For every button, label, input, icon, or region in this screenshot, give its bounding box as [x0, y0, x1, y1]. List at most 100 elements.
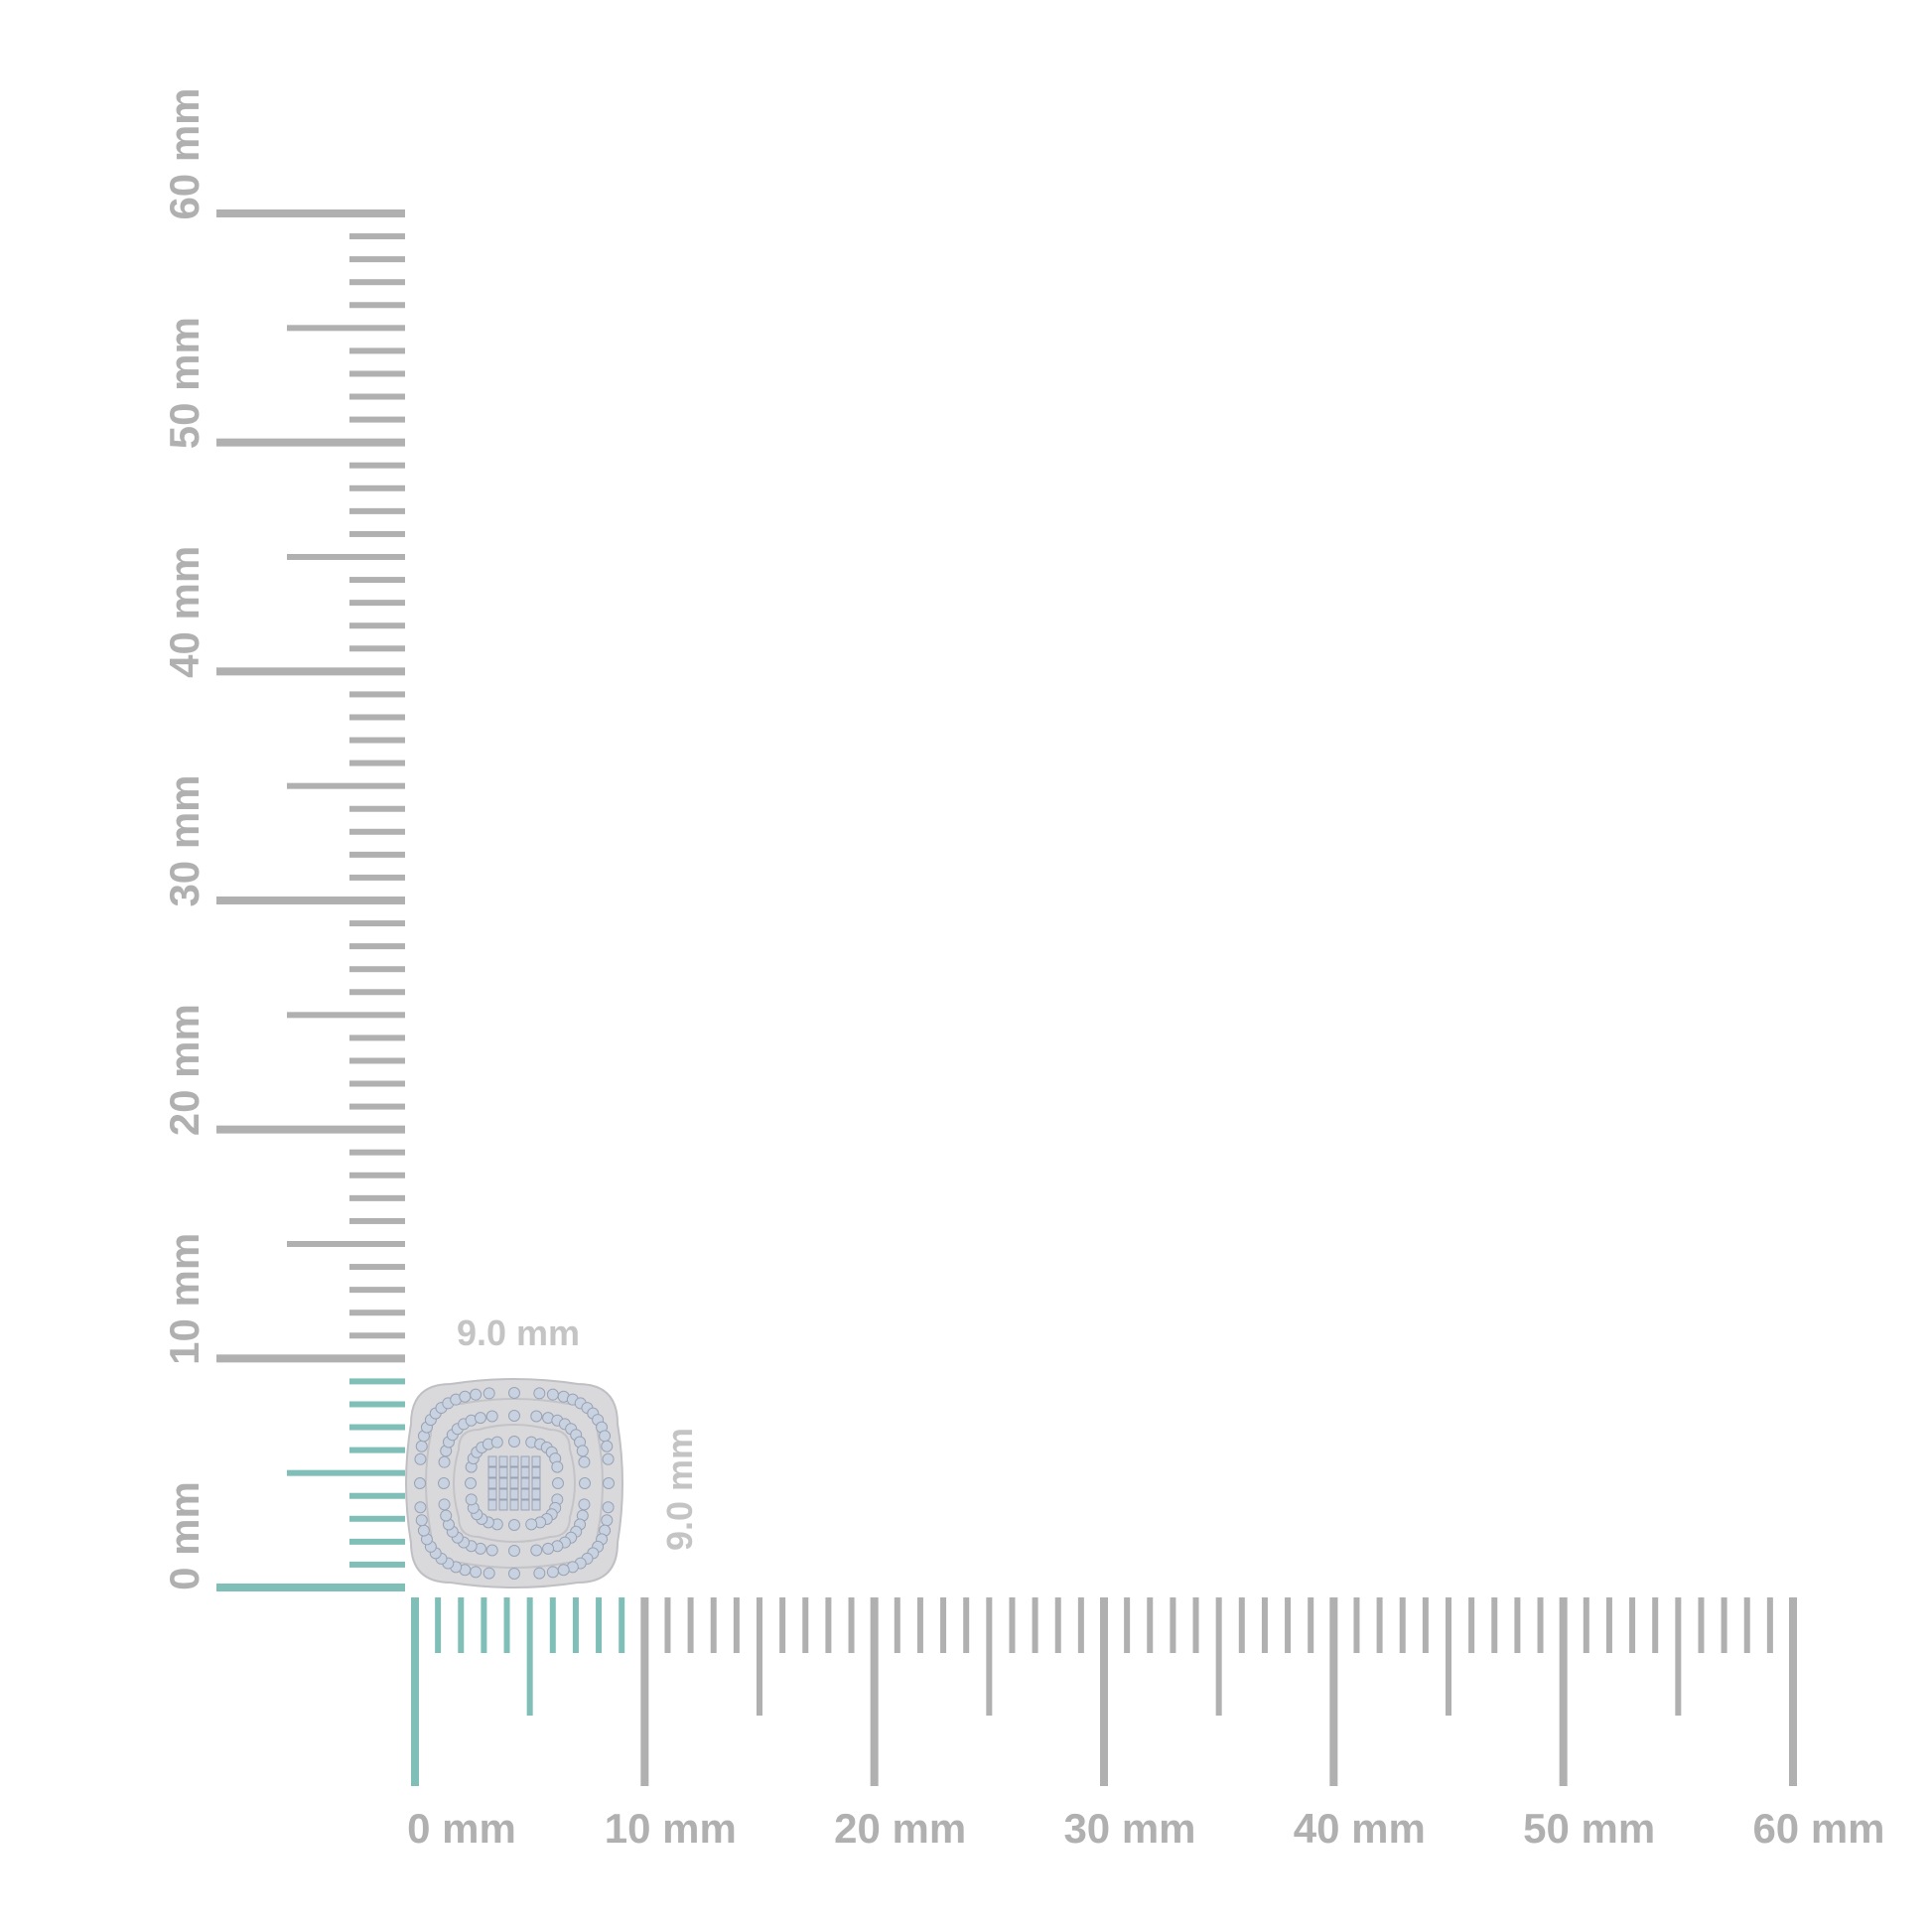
minor-tick — [349, 484, 405, 491]
vertical-ruler-labels: 0 mm 10 mm 20 mm 30 mm 40 mm 50 mm 60 mm — [161, 87, 207, 1589]
minor-tick — [1147, 1597, 1154, 1653]
center-stone — [531, 1466, 541, 1478]
minor-tick — [940, 1597, 947, 1653]
vertical-tick-label: 50 mm — [161, 317, 207, 449]
minor-tick — [349, 966, 405, 973]
minor-tick — [1054, 1597, 1061, 1653]
minor-tick — [1605, 1597, 1612, 1653]
horizontal-tick-label: 20 mm — [834, 1805, 966, 1852]
vertical-tick-label: 10 mm — [161, 1233, 207, 1365]
mid-tick — [287, 1012, 405, 1019]
minor-tick — [1491, 1597, 1498, 1653]
mid-tick — [1215, 1597, 1222, 1716]
diamond-stone — [438, 1455, 451, 1468]
major-tick — [216, 667, 405, 676]
diamond-stone — [414, 1477, 426, 1489]
minor-tick — [349, 1080, 405, 1087]
minor-tick — [349, 1492, 405, 1499]
minor-tick — [1629, 1597, 1636, 1653]
minor-tick — [349, 874, 405, 881]
diamond-stone — [483, 1567, 495, 1580]
minor-tick — [349, 256, 405, 263]
minor-tick — [687, 1597, 694, 1653]
center-stone — [487, 1499, 497, 1511]
minor-tick — [1537, 1597, 1544, 1653]
horizontal-ruler-labels: 0 mm 10 mm 20 mm 30 mm 40 mm 50 mm 60 mm — [407, 1805, 1884, 1852]
center-stone — [531, 1499, 541, 1511]
mid-tick — [287, 782, 405, 789]
minor-tick — [572, 1597, 579, 1653]
center-stone — [487, 1477, 497, 1489]
major-tick — [216, 897, 405, 904]
major-tick — [1789, 1597, 1797, 1786]
minor-tick — [733, 1597, 740, 1653]
vertical-tick-label: 20 mm — [161, 1004, 207, 1136]
minor-tick — [848, 1597, 855, 1653]
minor-tick — [802, 1597, 809, 1653]
minor-tick — [1353, 1597, 1360, 1653]
minor-tick — [1743, 1597, 1750, 1653]
diamond-stone — [603, 1477, 615, 1489]
center-stone — [531, 1488, 541, 1500]
minor-tick — [596, 1597, 603, 1653]
center-stone — [509, 1499, 519, 1511]
vertical-tick-label: 30 mm — [161, 774, 207, 906]
minor-tick — [1399, 1597, 1406, 1653]
diamond-stone — [552, 1477, 564, 1489]
minor-tick — [349, 1515, 405, 1522]
diamond-stone — [490, 1436, 503, 1449]
horizontal-tick-label: 30 mm — [1063, 1805, 1195, 1852]
diamond-stone — [474, 1412, 486, 1425]
diamond-stone — [459, 1390, 472, 1403]
major-tick — [411, 1597, 419, 1786]
mid-tick — [287, 554, 405, 560]
minor-tick — [963, 1597, 970, 1653]
minor-tick — [349, 943, 405, 950]
mid-tick — [526, 1597, 533, 1716]
minor-tick — [349, 805, 405, 812]
mid-tick — [287, 1241, 405, 1247]
major-tick — [216, 438, 405, 447]
diamond-stone — [485, 1544, 498, 1557]
diamond-stone — [508, 1568, 520, 1580]
major-tick — [216, 1354, 405, 1363]
center-stone — [509, 1477, 519, 1489]
minor-tick — [1698, 1597, 1705, 1653]
minor-tick — [349, 645, 405, 652]
minor-tick — [349, 1264, 405, 1271]
center-stone — [498, 1499, 508, 1511]
diamond-stone — [417, 1524, 430, 1537]
diamond-stone — [576, 1445, 589, 1457]
diamond-stone — [508, 1410, 520, 1422]
major-tick — [216, 1125, 405, 1134]
minor-tick — [458, 1597, 465, 1653]
center-stone — [520, 1488, 530, 1500]
center-stone — [509, 1455, 519, 1467]
minor-tick — [349, 1287, 405, 1294]
minor-tick — [779, 1597, 786, 1653]
diamond-stone — [557, 1564, 570, 1577]
minor-tick — [349, 1332, 405, 1339]
diamond-stone — [578, 1498, 591, 1511]
minor-tick — [349, 507, 405, 514]
diamond-stone — [546, 1566, 559, 1579]
diamond-stone — [601, 1440, 614, 1452]
diamond-stone — [546, 1388, 559, 1401]
minor-tick — [1192, 1597, 1199, 1653]
center-stone — [531, 1455, 541, 1467]
diamond-stone — [440, 1509, 453, 1522]
vertical-tick-label: 0 mm — [161, 1481, 207, 1590]
minor-tick — [349, 1561, 405, 1568]
center-stone — [487, 1455, 497, 1467]
earring-image — [405, 1378, 623, 1588]
diamond-stone — [530, 1410, 543, 1423]
minor-tick — [349, 462, 405, 469]
center-stone — [498, 1466, 508, 1478]
minor-tick — [349, 1310, 405, 1316]
center-stone — [520, 1477, 530, 1489]
minor-tick — [1376, 1597, 1383, 1653]
horizontal-tick-label: 50 mm — [1523, 1805, 1655, 1852]
diamond-stone — [551, 1460, 564, 1473]
diamond-stone — [465, 1493, 478, 1506]
